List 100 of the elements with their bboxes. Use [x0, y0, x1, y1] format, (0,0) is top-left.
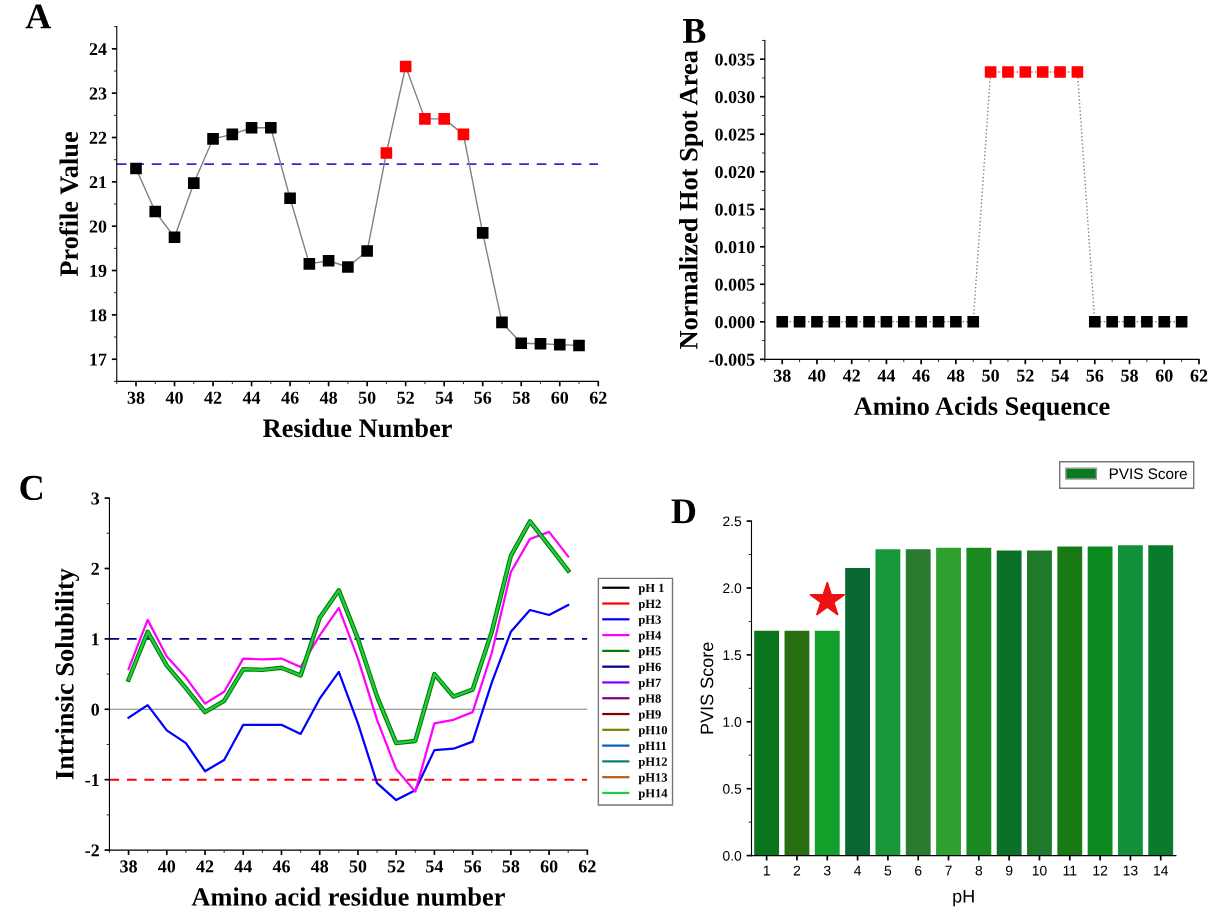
y-tick-label: 2.5 — [723, 516, 742, 527]
x-tick-label: 46 — [272, 860, 290, 873]
x-tick-label: 50 — [349, 860, 367, 873]
x-tick-label: 62 — [589, 391, 607, 404]
x-tick-label: 52 — [387, 860, 405, 873]
y-tick-label: 1.5 — [723, 650, 742, 661]
legend-label: pH14 — [638, 789, 668, 801]
y-tick-label: -1 — [85, 774, 99, 786]
y-axis-title: PVIS Score — [700, 642, 714, 734]
x-tick-label: 62 — [1190, 369, 1208, 382]
x-tick-label: 42 — [196, 860, 214, 873]
chart-title: D — [671, 499, 696, 524]
y-axis-title: Profile Value — [59, 131, 79, 277]
x-tick-label: 56 — [474, 391, 492, 404]
x-tick-label: 56 — [464, 860, 482, 873]
y-tick-label: 0 — [91, 703, 100, 716]
x-tick-label: 56 — [1086, 369, 1104, 382]
x-tick-label: 1 — [763, 865, 770, 876]
y-tick-label: 0.020 — [715, 166, 755, 179]
x-axis-title: Residue Number — [263, 418, 452, 438]
x-tick-label: 40 — [808, 369, 826, 382]
x-tick-label: 40 — [165, 391, 183, 404]
x-axis-title: pH — [953, 890, 974, 907]
y-tick-label: 18 — [90, 309, 107, 322]
x-tick-label: 58 — [502, 860, 520, 873]
x-tick-label: 60 — [551, 391, 569, 404]
x-tick-label: 40 — [158, 860, 176, 873]
y-tick-label: 0.5 — [723, 784, 742, 794]
x-tick-label: 9 — [1005, 865, 1013, 876]
y-tick-label: 24 — [89, 43, 107, 56]
x-tick-label: 46 — [912, 369, 930, 382]
y-tick-label: 20 — [89, 220, 107, 233]
legend-label: pH3 — [638, 615, 661, 627]
x-tick-label: 46 — [281, 391, 299, 404]
y-tick-label: 0.025 — [715, 128, 755, 141]
legend-label: pH10 — [638, 725, 668, 737]
y-tick-label: 0.000 — [715, 316, 755, 329]
legend-label: pH 1 — [638, 583, 664, 595]
chart-title: A — [25, 4, 52, 29]
legend-label: PVIS Score — [1109, 468, 1187, 480]
y-tick-label: -2 — [85, 844, 99, 857]
y-tick-label: 0.015 — [715, 203, 755, 216]
y-tick-label: 0.030 — [715, 90, 755, 104]
y-tick-label: 1 — [92, 633, 99, 646]
x-tick-label: 58 — [1121, 369, 1138, 382]
x-axis-title: Amino acid residue number — [191, 887, 505, 906]
y-tick-label: 0.010 — [715, 241, 755, 254]
x-tick-label: 7 — [945, 865, 952, 876]
legend-label: pH11 — [638, 741, 667, 753]
x-tick-label: 54 — [426, 860, 444, 873]
y-tick-label: 19 — [90, 264, 107, 277]
x-tick-label: 8 — [975, 865, 983, 876]
y-tick-label: 22 — [89, 131, 107, 144]
x-tick-label: 48 — [947, 369, 965, 382]
x-tick-label: 50 — [358, 391, 376, 404]
x-tick-label: 3 — [823, 865, 831, 876]
x-tick-label: 44 — [877, 369, 896, 382]
y-tick-label: 2 — [91, 562, 99, 575]
chart-title: C — [20, 475, 42, 501]
x-tick-label: 42 — [204, 391, 222, 404]
chart-title: B — [682, 19, 706, 43]
legend-label: pH6 — [638, 662, 661, 674]
x-tick-label: 60 — [1155, 369, 1173, 382]
x-tick-label: 4 — [854, 865, 862, 876]
y-tick-label: 0.035 — [715, 53, 755, 66]
x-tick-label: 48 — [310, 860, 329, 873]
y-tick-label: 0.0 — [723, 850, 742, 861]
x-tick-label: 60 — [540, 860, 558, 873]
y-axis-title: Intrinsic Solubility — [55, 568, 80, 780]
y-tick-label: 23 — [89, 87, 107, 100]
y-axis-title: Normalized Hot Spot Area — [679, 50, 703, 350]
x-tick-label: 5 — [884, 865, 892, 876]
x-tick-label: 50 — [982, 369, 999, 382]
x-tick-label: 2 — [793, 865, 801, 876]
x-tick-label: 58 — [512, 391, 530, 404]
x-tick-label: 10 — [1032, 865, 1047, 876]
legend-label: pH5 — [638, 647, 661, 658]
x-tick-label: 42 — [842, 369, 860, 382]
x-tick-label: 38 — [127, 391, 145, 404]
legend-label: pH9 — [638, 710, 661, 722]
x-tick-label: 11 — [1063, 865, 1077, 876]
legend-label: pH2 — [638, 599, 661, 611]
x-tick-label: 54 — [435, 391, 453, 404]
y-tick-label: 17 — [90, 353, 107, 366]
x-tick-label: 44 — [242, 391, 261, 404]
x-tick-label: 12 — [1093, 865, 1108, 876]
y-tick-label: 0.005 — [715, 278, 755, 291]
x-tick-label: 38 — [773, 369, 791, 382]
y-tick-label: 21 — [89, 176, 107, 189]
y-tick-label: 1.0 — [723, 717, 742, 727]
x-tick-label: 62 — [578, 860, 596, 873]
x-tick-label: 13 — [1123, 865, 1138, 876]
legend-label: pH13 — [638, 773, 668, 785]
x-tick-label: 54 — [1051, 369, 1069, 382]
x-tick-label: 6 — [915, 865, 922, 876]
x-tick-label: 48 — [319, 391, 338, 404]
y-tick-label: 2.0 — [723, 583, 742, 594]
x-tick-label: 52 — [1017, 369, 1034, 382]
legend-label: pH4 — [638, 631, 662, 643]
x-axis-title: Amino Acids Sequence — [853, 396, 1110, 421]
